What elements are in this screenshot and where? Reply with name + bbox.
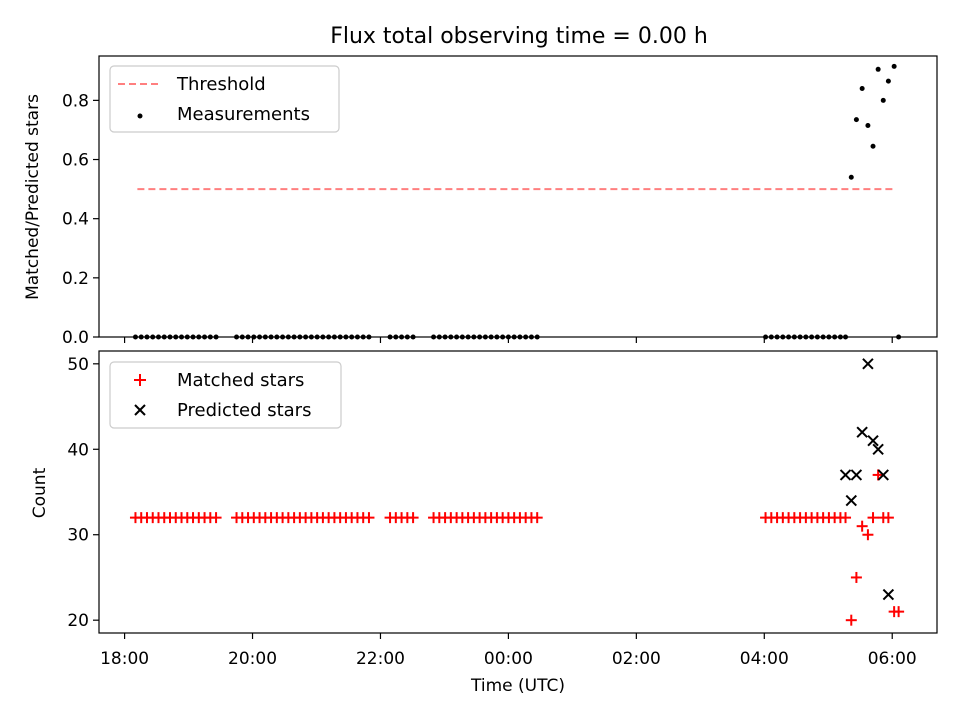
measurements-point [848,174,854,180]
y-tick-label: 30 [67,526,89,546]
measurements-point [853,117,859,123]
measurements-point [885,78,891,84]
y-tick-label: 40 [67,440,89,460]
count-legend: Matched stars Predicted stars [109,361,342,429]
predicted-stars-point [872,443,884,455]
ratio-plot-frame [98,55,938,338]
x-tick-label: 00:00 [484,649,533,669]
count-y-axis-label: Count [30,467,50,518]
predicted-stars-point [850,469,863,481]
matched-stars-point [872,469,884,481]
measurements-point [870,143,876,149]
y-tick-label: 0.6 [62,151,89,171]
matched-stars-point [845,614,857,626]
count-y-axis: 20 30 40 50 [67,355,99,631]
matched-stars-point [862,529,874,541]
predicted-stars-point [845,494,857,507]
x-tick-label: 04:00 [740,649,789,669]
x-axis-label: Time (UTC) [470,676,565,696]
matched-legend-swatch [134,374,146,386]
matched-legend-label: Matched stars [177,370,304,391]
y-tick-label: 50 [67,355,89,375]
predicted-stars-point [877,469,889,481]
threshold-legend-label: Threshold [176,74,266,95]
matched-stars-point [531,512,543,524]
matched-stars-point [893,606,905,618]
count-panel: 20 30 40 50 18:00 20:00 22:00 00:00 02:00 04:00 0… [30,350,938,696]
ratio-legend-box [109,65,340,133]
predicted-stars-point [856,426,868,438]
measurements-point [865,123,871,129]
measurements-point [875,66,881,72]
count-plot-frame [98,350,938,634]
ratio-y-axis: 0.0 0.2 0.4 0.6 0.8 [62,91,99,348]
x-tick-label: 02:00 [612,649,661,669]
matched-stars-point [840,512,852,524]
measurements-point [880,97,886,103]
ratio-panel: 0.00.20.40.60.8 Matched/Predicted stars … [23,55,938,348]
time-x-axis: 18:00 20:00 22:00 00:00 02:00 04:00 06:00 [100,633,917,669]
ratio-x-tick-marks [123,337,893,343]
y-tick-label: 0.4 [62,210,89,230]
measurements-legend-swatch [137,113,143,119]
count-plot-marks [129,358,905,626]
matched-stars-point [867,512,879,524]
matched-stars-point [856,520,868,532]
predicted-legend-swatch [134,404,146,416]
matched-stars-point [407,512,419,524]
matched-stars-point [210,512,222,524]
measurements-legend-label: Measurements [177,104,310,125]
y-tick-label: 0.0 [62,328,89,348]
y-tick-label: 0.2 [62,269,89,289]
x-tick-label: 20:00 [228,649,277,669]
x-tick-label: 22:00 [356,649,405,669]
ratio-legend: Threshold Measurements [109,65,340,133]
matched-stars-point [363,512,375,524]
predicted-stars-point [839,469,852,481]
predicted-stars-point [882,588,895,601]
matched-stars-point [850,571,862,583]
x-tick-label: 18:00 [100,649,149,669]
y-tick-label: 20 [67,611,89,631]
y-tick-label: 0.8 [62,91,89,111]
ratio-y-axis-label: Matched/Predicted stars [23,94,43,300]
matched-stars-point [882,512,894,524]
predicted-stars-point [867,435,879,447]
chart-title: Flux total observing time = 0.00 h [330,24,708,49]
predicted-legend-label: Predicted stars [177,400,311,421]
x-tick-label: 06:00 [868,649,917,669]
measurements-point [859,86,865,92]
predicted-stars-point [862,358,874,370]
measurements-point [891,63,897,69]
count-legend-box [109,361,342,429]
